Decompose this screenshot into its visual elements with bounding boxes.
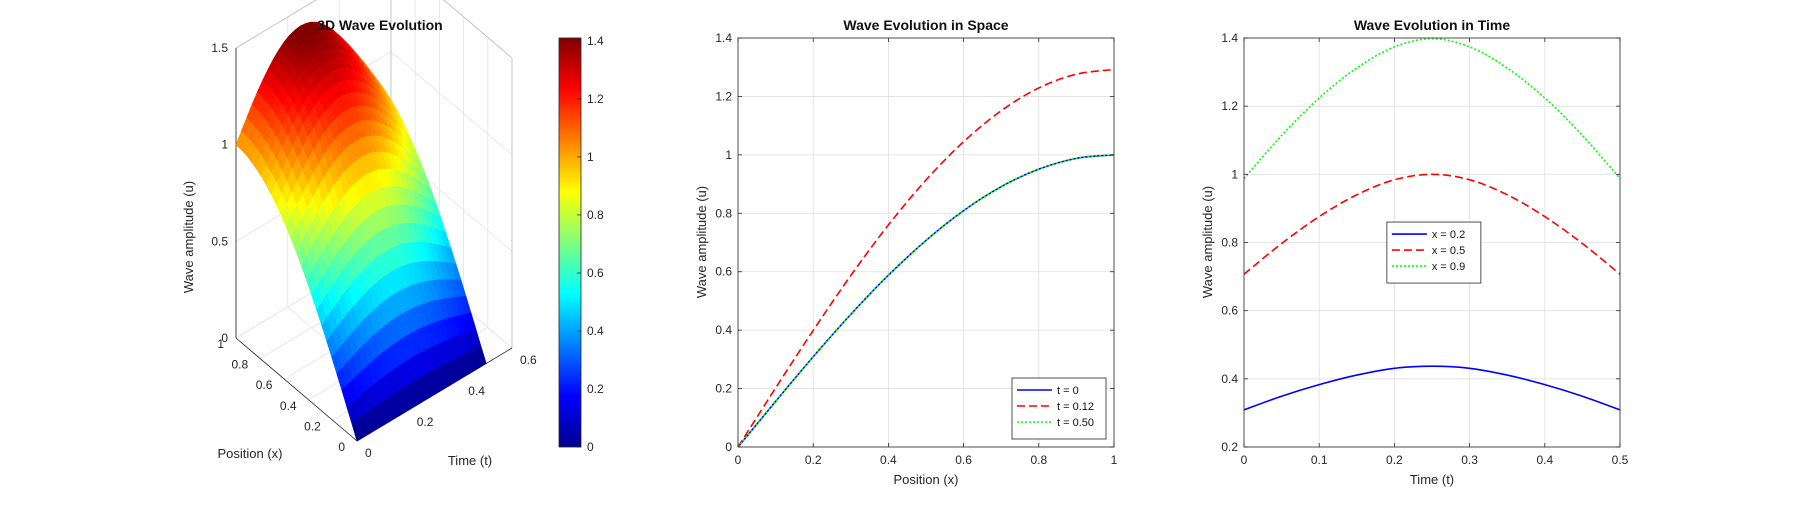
legend-label: t = 0: [1057, 385, 1079, 397]
surface-patch: [475, 346, 487, 368]
grid-side-wall-z: [390, 51, 513, 156]
legend-label: t = 0.12: [1057, 401, 1094, 413]
z-tick-label-3d: 1.5: [211, 41, 228, 55]
legend-time: x = 0.2 x = 0.5 x = 0.9: [1386, 221, 1482, 284]
y-tick-label-time: 0.8: [1221, 236, 1238, 250]
x-tick-label-time: 0.1: [1311, 453, 1328, 467]
series-line: [737, 154, 1115, 448]
x-axis-label-time: Time (t): [1410, 472, 1454, 487]
colorbar-tick-label: 1: [587, 150, 594, 164]
x-tick-label-space: 0.4: [880, 453, 897, 467]
y-tick-label-time: 0.2: [1221, 440, 1238, 454]
series-lines-time: [1243, 37, 1621, 411]
y-tick-label-space: 0: [725, 440, 732, 454]
legend-label: x = 0.9: [1432, 261, 1465, 273]
z-axis-label-3d: Wave amplitude (u): [181, 181, 196, 293]
axis-edge: [443, 0, 513, 59]
legend-box: [1011, 377, 1107, 440]
legend-label: t = 0.50: [1057, 417, 1094, 429]
wave-surface: [235, 21, 487, 442]
x-tick-label-time: 0: [1241, 453, 1248, 467]
series-line: [1243, 37, 1621, 179]
colorbar-gradient: [558, 37, 582, 448]
colorbar-tick-label: 0.6: [587, 266, 604, 280]
x-tick-label-3d: 0: [338, 440, 345, 454]
series-line: [1243, 173, 1621, 275]
time-plot: Wave Evolution in Time 0 0.1 0.2 0.3 0.4 0.50…: [1200, 17, 1629, 487]
y-tick-label-space: 0.6: [715, 265, 732, 279]
t-tick-label-3d: 0.2: [417, 415, 434, 429]
y-tick-label-time: 0.4: [1221, 372, 1238, 386]
colorbar-tick-label: 0.4: [587, 324, 604, 338]
colorbar-tick-label: 0.8: [587, 208, 604, 222]
y-tick-label-space: 0.8: [715, 206, 732, 220]
y-axis-label-3d: Time (t): [448, 453, 492, 468]
x-tick-label-time: 0.4: [1536, 453, 1553, 467]
z-tick-label-3d: 1: [221, 138, 228, 152]
y-tick-label-space: 1.2: [715, 89, 732, 103]
x-tick-label-space: 0.2: [805, 453, 822, 467]
y-tick-label-time: 0.6: [1221, 304, 1238, 318]
series-lines-space: [737, 68, 1115, 448]
series-line: [1243, 365, 1621, 411]
x-tick-label-3d: 0.8: [232, 358, 249, 372]
axes-frame-space: [737, 37, 1115, 448]
y-axis-label-time: Wave amplitude (u): [1200, 186, 1215, 298]
x-tick-label-3d: 1: [217, 337, 224, 351]
x-axis-label-space: Position (x): [893, 472, 958, 487]
legend-box: [1386, 221, 1482, 284]
x-tick-label-3d: 0.4: [280, 399, 297, 413]
y-tick-label-space: 1: [725, 148, 732, 162]
y-tick-label-space: 0.2: [715, 382, 732, 396]
chart-title-time: Wave Evolution in Time: [1354, 17, 1511, 33]
y-tick-label-space: 0.4: [715, 323, 732, 337]
space-plot: Wave Evolution in Space 0 0.2 0.4 0.6 0.8 100…: [694, 17, 1118, 487]
t-tick-label-3d: 0: [365, 446, 372, 460]
x-axis-label-3d: Position (x): [217, 446, 282, 461]
x-tick-label-time: 0.5: [1612, 453, 1629, 467]
t-tick-label-3d: 0.4: [468, 384, 485, 398]
colorbar: 0 0.2 0.4 0.6 0.8 1 1.2 1.4: [558, 34, 604, 454]
axis-edge: [235, 0, 317, 49]
legend-space: t = 0 t = 0.12 t = 0.50: [1011, 377, 1107, 440]
y-tick-label-time: 1: [1231, 167, 1238, 181]
series-line: [737, 68, 1115, 448]
x-tick-label-space: 0: [735, 453, 742, 467]
colorbar-tick-label: 0: [587, 440, 594, 454]
legend-label: x = 0.5: [1432, 245, 1465, 257]
chart-title-space: Wave Evolution in Space: [843, 17, 1008, 33]
colorbar-ticks: 0 0.2 0.4 0.6 0.8 1 1.2 1.4: [577, 34, 604, 454]
x-tick-label-space: 1: [1111, 453, 1118, 467]
z-tick-label-3d: 0: [221, 331, 228, 345]
x-tick-label-time: 0.2: [1386, 453, 1403, 467]
x-tick-label-3d: 0.6: [256, 378, 273, 392]
legend-label: x = 0.2: [1432, 229, 1465, 241]
y-tick-label-space: 1.4: [715, 31, 732, 45]
chart-title-3d: 3D Wave Evolution: [317, 17, 443, 33]
colorbar-tick-label: 1.4: [587, 34, 604, 48]
t-tick-label-3d: 0.6: [520, 353, 537, 367]
x-tick-label-3d: 0.2: [304, 419, 321, 433]
x-tick-label-space: 0.6: [955, 453, 972, 467]
ticks-time: 0 0.1 0.2 0.3 0.4 0.5 0.2 0.4 0.6 0.8 1 1.2 1.4: [1221, 31, 1628, 467]
ticks-space: 0 0.2 0.4 0.6 0.8 1 0 0.2 0.4 0.6 0.8 1 1.2 1.4: [715, 31, 1117, 467]
x-axis-line: [235, 337, 358, 442]
x-tick-label-time: 0.3: [1461, 453, 1478, 467]
z-tick-label-3d: 0.5: [211, 234, 228, 248]
x-tick-label-space: 0.8: [1030, 453, 1047, 467]
y-tick-label-time: 1.4: [1221, 31, 1238, 45]
y-tick-label-time: 1.2: [1221, 99, 1238, 113]
colorbar-tick-label: 0.2: [587, 382, 604, 396]
colorbar-tick-label: 1.2: [587, 92, 604, 106]
y-axis-label-space: Wave amplitude (u): [694, 186, 709, 298]
